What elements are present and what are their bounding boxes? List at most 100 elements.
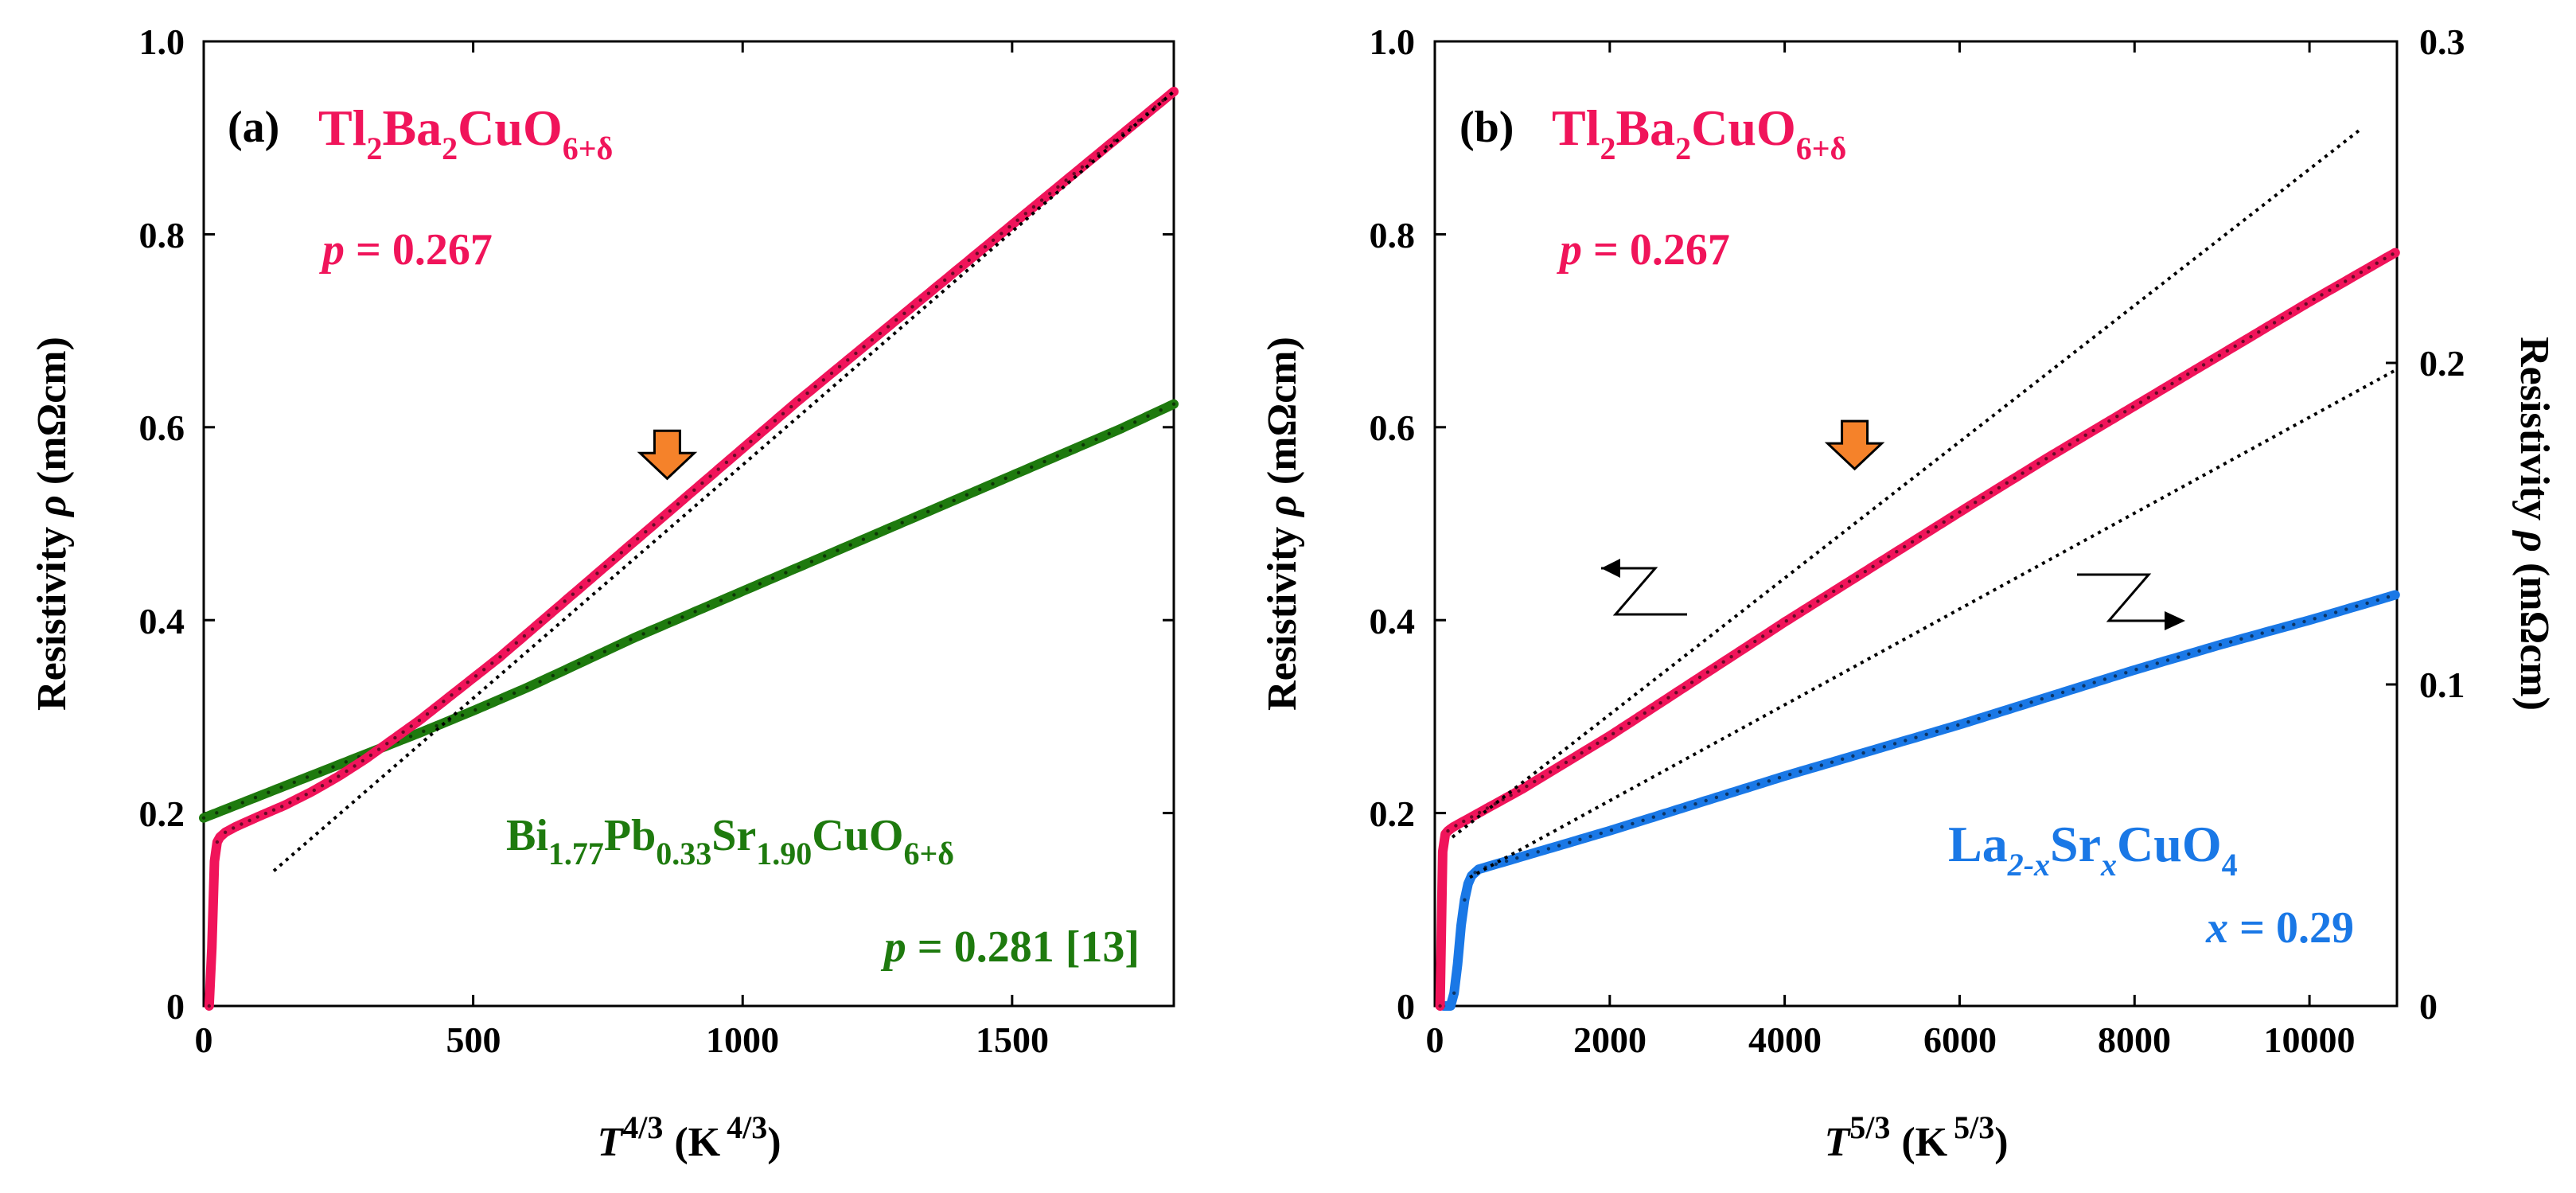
data-point (1526, 853, 1530, 857)
b-doping-1: p = 0.267 (1557, 225, 1730, 275)
data-point (1887, 555, 1891, 559)
data-point (538, 680, 542, 684)
data-point (887, 526, 891, 530)
fit-line (1469, 368, 2398, 879)
data-point (1485, 806, 1490, 810)
panel-a-frame (202, 40, 1175, 1008)
data-point (797, 565, 801, 569)
data-point (2009, 707, 2013, 711)
data-point (1729, 655, 1733, 659)
data-point (2099, 423, 2103, 428)
data-point (2154, 391, 2158, 395)
data-point (1509, 793, 1513, 797)
b-xtick-label: 8000 (2098, 1020, 2171, 1060)
data-point (1039, 198, 1044, 202)
data-point (393, 735, 397, 740)
a-ytick-label: 0.4 (139, 601, 185, 641)
data-point (539, 620, 543, 624)
data-point (1784, 619, 1788, 623)
data-point (551, 673, 555, 678)
data-point (2209, 358, 2214, 362)
data-point (2029, 700, 2033, 704)
data-point (1950, 515, 1954, 519)
data-point (1048, 192, 1052, 196)
data-point (1768, 629, 1773, 634)
data-point (240, 822, 244, 826)
data-point (934, 285, 939, 289)
panel-b-ticks (1433, 40, 2397, 1008)
data-point (1609, 828, 1614, 832)
data-point (1627, 721, 1631, 726)
data-point (1666, 696, 1670, 700)
data-point (2107, 419, 2111, 423)
data-point (1120, 426, 1124, 431)
data-point (368, 753, 373, 758)
data-point (2060, 447, 2064, 451)
data-point (1568, 840, 1572, 844)
data-point (716, 467, 720, 471)
a-xtick-label: 0 (195, 1020, 213, 1060)
data-point (571, 592, 575, 596)
data-point (1767, 779, 1771, 783)
data-point (1776, 624, 1781, 628)
series-line (1435, 248, 2400, 1011)
data-point (232, 826, 236, 830)
b-panel-label: (b) (1459, 103, 1514, 152)
data-point (1064, 178, 1068, 182)
data-point (644, 530, 648, 534)
data-point (2328, 288, 2332, 292)
data-point (2083, 433, 2087, 437)
data-point (676, 502, 680, 506)
data-point (2187, 652, 2191, 656)
data-point (305, 775, 310, 779)
data-point (2391, 252, 2395, 256)
data-point (603, 564, 607, 568)
data-point (2250, 634, 2254, 638)
data-point (2280, 316, 2285, 320)
data-point (1903, 544, 1907, 549)
data-point (1619, 727, 1623, 731)
data-point (331, 765, 335, 769)
data-point (965, 493, 969, 497)
data-point (1588, 746, 1592, 750)
data-point (1682, 685, 1686, 690)
data-point (902, 311, 906, 315)
data-point (2124, 671, 2128, 675)
data-point (1548, 770, 1553, 774)
data-point (328, 779, 333, 783)
data-point (2092, 680, 2096, 684)
b-ytick-label: 0.6 (1370, 407, 1416, 448)
data-point (435, 723, 438, 728)
data-point (1863, 569, 1867, 574)
data-point (789, 404, 793, 409)
data-point (1004, 476, 1007, 481)
data-point (654, 626, 659, 630)
b-xtick-label: 0 (1426, 1020, 1444, 1060)
b-xtick-label: 6000 (1923, 1020, 1997, 1060)
data-point (2249, 334, 2253, 339)
down-arrow-icon (1824, 419, 1885, 471)
data-point (975, 251, 980, 255)
data-point (2155, 661, 2159, 665)
data-point (2165, 658, 2170, 662)
a-ytick-label: 1.0 (139, 21, 185, 62)
data-point (2270, 628, 2275, 633)
data-point (1016, 470, 1021, 475)
data-point (2375, 261, 2379, 265)
data-point (1910, 540, 1915, 544)
data-point (1792, 614, 1796, 618)
data-point (223, 830, 228, 835)
data-point (1042, 459, 1046, 464)
data-point (719, 598, 723, 602)
b-doping-2: x = 0.29 (2205, 903, 2354, 953)
data-point (376, 747, 381, 751)
data-point (1799, 770, 1802, 774)
data-point (1611, 731, 1615, 735)
data-point (1650, 706, 1654, 710)
data-point (2355, 604, 2359, 608)
data-point (2323, 614, 2328, 618)
b-y2tick-label: 0.3 (2419, 21, 2465, 62)
data-point (1924, 732, 1928, 736)
data-point (758, 582, 762, 586)
data-point (1072, 172, 1076, 176)
